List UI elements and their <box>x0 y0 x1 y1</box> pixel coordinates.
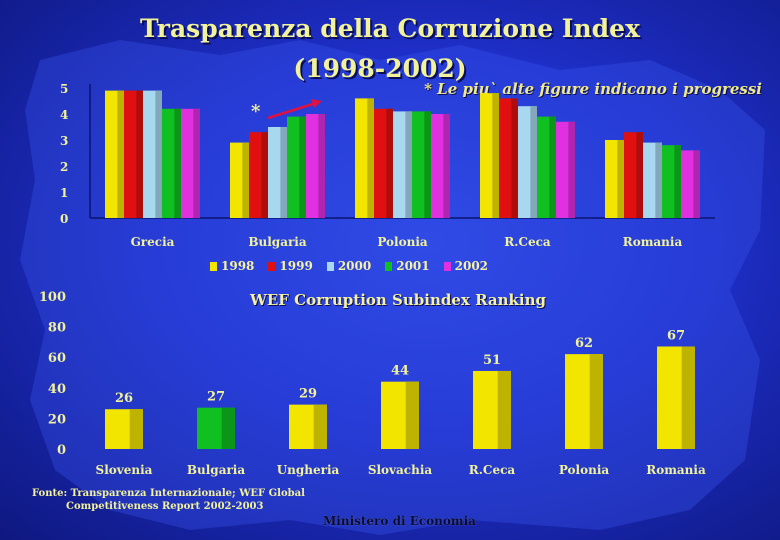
bar-shade <box>549 116 556 218</box>
bar-shade <box>155 90 162 218</box>
legend-label: 2001 <box>396 259 430 273</box>
legend-item-2000: 2000 <box>326 259 372 273</box>
y-tick-label: 5 <box>60 82 68 96</box>
wef-x-tick-label: Slovenia <box>96 463 153 477</box>
legend-swatch <box>268 261 276 271</box>
wef-data-label: 44 <box>391 364 409 379</box>
wef-y-tick-label: 60 <box>48 351 66 366</box>
wef-data-label: 51 <box>483 353 501 368</box>
legend-swatch <box>326 261 334 271</box>
y-tick-label: 0 <box>60 212 68 226</box>
wef-y-tick-label: 0 <box>57 443 66 458</box>
bar-shade <box>136 90 143 218</box>
x-tick-label: R.Ceca <box>504 235 551 249</box>
bar-shade <box>318 114 325 218</box>
legend-label: 1999 <box>279 259 313 273</box>
wef-x-tick-label: Romania <box>646 463 706 477</box>
legend-label: 2000 <box>337 259 372 273</box>
wef-data-label: 26 <box>115 391 133 406</box>
source-note: Fonte: Transparenza Internazionale; WEF … <box>32 487 305 513</box>
wef-y-tick-label: 40 <box>48 382 66 397</box>
legend-label: 1998 <box>221 259 255 273</box>
wef-bar-shade <box>405 381 419 449</box>
legend-swatch <box>443 261 451 271</box>
bar-shade <box>674 145 681 218</box>
wef-x-tick-label: R.Ceca <box>469 463 516 477</box>
bar-shade <box>511 98 518 218</box>
wef-y-tick-label: 100 <box>39 290 66 305</box>
wef-x-tick-label: Polonia <box>559 463 610 477</box>
chart-title-line2: (1998-2002) <box>293 54 467 83</box>
bar-shade <box>261 132 268 218</box>
bar-shade <box>405 111 412 218</box>
y-tick-label: 4 <box>60 108 68 122</box>
legend-item-1999: 1999 <box>268 259 313 273</box>
legend-item-2002: 2002 <box>443 259 489 273</box>
bar-shade <box>568 121 575 218</box>
wef-x-tick-label: Slovachia <box>368 463 433 477</box>
bar-shade <box>655 142 662 218</box>
y-tick-label: 1 <box>60 186 68 200</box>
legend-swatch <box>210 261 217 271</box>
bar-shade <box>443 114 450 218</box>
progress-arrow <box>267 101 317 120</box>
wef-data-label: 62 <box>575 336 593 351</box>
chart-legend: 1998 1999 2000 2001 2002 <box>210 259 488 273</box>
legend-swatch <box>385 261 393 271</box>
bar-shade <box>367 98 374 218</box>
bar-shade <box>693 150 700 218</box>
bar-shade <box>386 108 393 218</box>
wef-x-tick-label: Ungheria <box>277 463 340 477</box>
bar-shade <box>193 108 200 218</box>
bar-shade <box>424 111 431 218</box>
y-tick-label: 2 <box>60 160 68 174</box>
bar-shade <box>636 132 643 218</box>
bar-shade <box>242 142 249 218</box>
bar-shade <box>280 127 287 218</box>
wef-chart-title: WEF Corruption Subindex Ranking <box>250 291 547 309</box>
wef-bar-shade <box>497 370 511 449</box>
legend-item-1998: 1998 <box>210 259 254 273</box>
chart-title-line1: Trasparenza della Corruzione Index <box>140 14 640 43</box>
wef-data-label: 27 <box>207 390 225 405</box>
wef-bar-shade <box>129 409 143 449</box>
legend-label: 2002 <box>454 259 489 273</box>
x-tick-label: Grecia <box>131 235 175 249</box>
wef-x-tick-label: Bulgaria <box>187 463 245 477</box>
wef-bar-shade <box>681 346 695 449</box>
wef-y-tick-label: 20 <box>48 412 66 427</box>
bar-shade <box>117 90 124 218</box>
wef-data-label: 29 <box>299 387 317 402</box>
x-tick-label: Polonia <box>377 235 428 249</box>
wef-data-label: 67 <box>667 328 685 343</box>
progress-arrow-head <box>311 99 322 108</box>
x-tick-label: Romania <box>623 235 683 249</box>
wef-bar-shade <box>313 404 327 449</box>
bar-shade <box>299 116 306 218</box>
source-line1: Fonte: Transparenza Internazionale; WEF … <box>32 488 305 499</box>
progress-note: * Le piu` alte figure indicano i progres… <box>424 80 762 98</box>
bar-shade <box>617 140 624 218</box>
star-marker: * <box>251 101 261 122</box>
y-tick-label: 3 <box>60 134 68 148</box>
wef-y-tick-label: 80 <box>48 321 66 336</box>
bar-shade <box>492 93 499 218</box>
bar-shade <box>530 106 537 218</box>
ministry-label: Ministero di Economia <box>323 514 476 528</box>
legend-item-2001: 2001 <box>385 259 430 273</box>
source-line2: Competitiveness Report 2002-2003 <box>66 501 264 512</box>
wef-bar-shade <box>221 407 235 449</box>
x-tick-label: Bulgaria <box>248 235 306 249</box>
wef-bar-shade <box>589 354 603 449</box>
bar-shade <box>174 108 181 218</box>
